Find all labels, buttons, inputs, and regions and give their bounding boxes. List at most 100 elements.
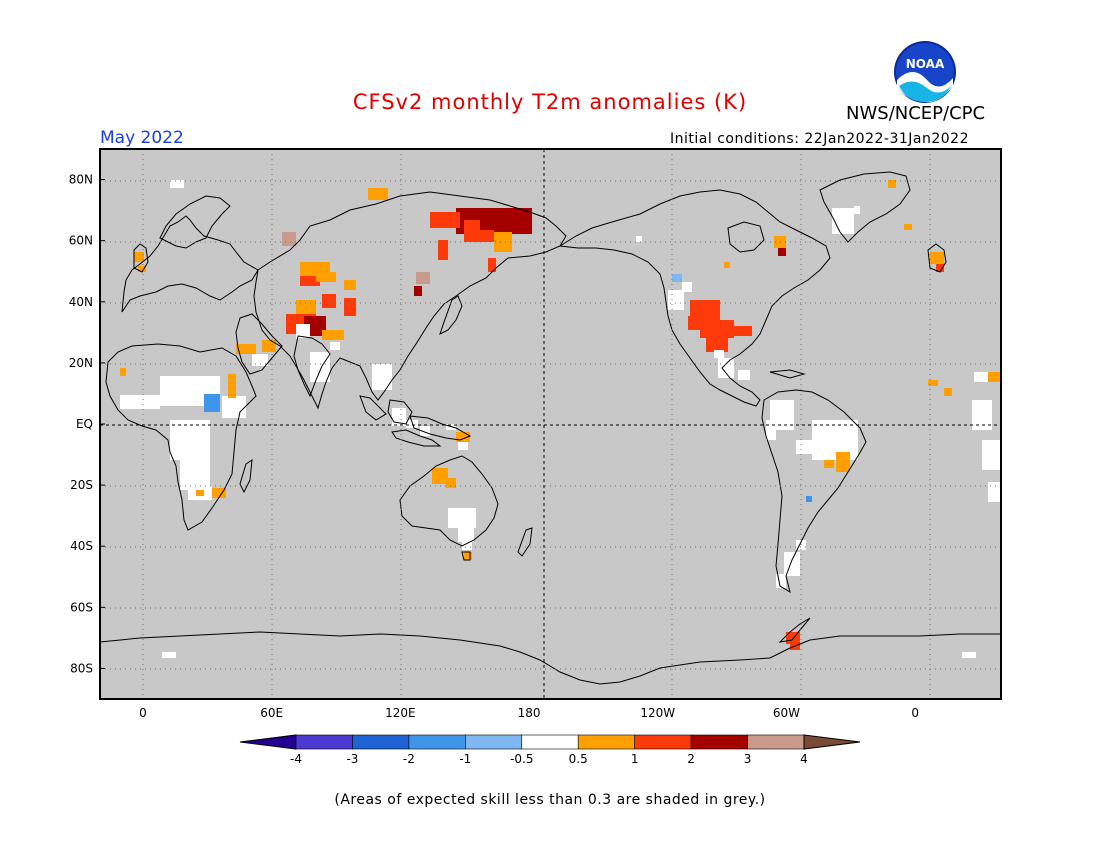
anomaly-patch-48 [458, 442, 468, 450]
anomaly-patch-82 [776, 574, 786, 588]
lat-label-4: EQ [76, 417, 93, 431]
initial-conditions: Initial conditions: 22Jan2022-31Jan2022 [670, 131, 969, 147]
anomaly-patch-32 [414, 286, 422, 296]
anomaly-patch-85 [972, 400, 992, 430]
anomaly-patch-90 [928, 380, 938, 386]
anomaly-patch-20 [316, 272, 336, 282]
colorbar-box-8 [690, 734, 748, 750]
anomaly-patch-15 [138, 266, 146, 272]
anomaly-patch-80 [784, 552, 800, 576]
lat-label-6: 40S [70, 539, 93, 553]
anomaly-patch-45 [420, 426, 430, 436]
anomaly-patch-7 [204, 394, 220, 412]
anomaly-patch-75 [812, 420, 858, 460]
anomaly-patch-76 [796, 440, 812, 454]
lat-label-2: 40N [69, 295, 93, 309]
anomaly-patch-38 [438, 240, 448, 260]
anomaly-patch-91 [162, 652, 176, 658]
anomaly-patch-40 [480, 218, 506, 230]
lon-label-3: 180 [518, 706, 541, 720]
anomaly-patch-12 [252, 354, 268, 366]
anomaly-patch-64 [718, 358, 734, 378]
anomaly-patch-27 [296, 324, 310, 338]
anomaly-patch-5 [222, 396, 246, 418]
anomaly-patch-54 [464, 552, 472, 560]
anomaly-patch-11 [236, 344, 256, 354]
lon-label-0: 0 [139, 706, 147, 720]
lat-label-3: 20N [69, 356, 93, 370]
anomaly-patch-39 [488, 258, 496, 272]
anomaly-patch-19 [300, 276, 320, 286]
anomaly-patch-14 [134, 252, 144, 262]
lon-label-5: 60W [773, 706, 800, 720]
colorbar-label-1: -3 [346, 752, 358, 766]
anomaly-patch-69 [724, 262, 730, 268]
anomaly-patch-51 [448, 508, 476, 528]
colorbar-box-6 [577, 734, 635, 750]
anomaly-patch-88 [988, 372, 1000, 382]
anomaly-patch-57 [682, 282, 692, 292]
anomaly-patch-2 [170, 420, 210, 460]
anomaly-patch-37 [494, 232, 512, 252]
lat-label-8: 80S [70, 661, 93, 675]
anomaly-patch-17 [936, 264, 944, 272]
grid-lines [100, 149, 1001, 699]
anomaly-patch-87 [988, 482, 1000, 502]
anomaly-patch-29 [330, 342, 340, 350]
map-background [100, 149, 1001, 699]
colorbar-high-arrow [803, 734, 861, 750]
anomaly-patch-55 [672, 274, 682, 282]
footnote: (Areas of expected skill less than 0.3 a… [334, 792, 766, 808]
anomaly-patch-61 [706, 336, 728, 352]
anomaly-patch-49 [432, 468, 448, 484]
anomaly-patch-25 [344, 298, 356, 316]
lon-label-1: 60E [260, 706, 283, 720]
lat-label-1: 60N [69, 234, 93, 248]
colorbar-box-4 [465, 734, 523, 750]
axis-labels: 80N 60N 40N 20N EQ 20S 40S 60S 80S 0 60E 120E 180 120… [69, 173, 919, 720]
anomaly-patch-53 [462, 540, 472, 550]
anomaly-patch-84 [974, 372, 990, 382]
anomaly-patch-89 [944, 388, 952, 396]
anomaly-patch-8 [228, 374, 236, 398]
anomaly-patch-78 [824, 460, 834, 468]
colorbar-label-3: -1 [459, 752, 471, 766]
anomaly-patch-73 [904, 224, 912, 230]
anomaly-patch-67 [778, 248, 786, 256]
colorbar-label-9: 4 [800, 752, 808, 766]
anomaly-patch-63 [734, 326, 752, 336]
anomaly-patch-86 [982, 440, 1000, 470]
anomaly-patch-30 [282, 232, 296, 246]
colorbar-box-7 [634, 734, 692, 750]
colorbar-label-0: -4 [290, 752, 302, 766]
anomaly-patch-3 [180, 460, 210, 490]
colorbar-box-5 [521, 734, 579, 750]
anomaly-patch-28 [322, 330, 344, 340]
colorbar-label-6: 1 [631, 752, 639, 766]
anomaly-patch-43 [392, 408, 406, 426]
colorbar: -4 -3 -2 -1 -0.5 0.5 1 2 3 4 [239, 734, 861, 766]
anomaly-patch-92 [962, 652, 976, 658]
anomaly-patch-83 [766, 420, 776, 440]
anomaly-patch-71 [854, 206, 860, 214]
anomaly-patch-70 [832, 208, 854, 234]
map-title: CFSv2 monthly T2m anomalies (K) [352, 90, 748, 114]
anomaly-patch-41 [310, 352, 330, 382]
anomaly-patch-26 [344, 280, 356, 290]
anomaly-patch-0 [120, 395, 160, 409]
anomaly-patch-31 [416, 272, 430, 284]
colorbar-label-7: 2 [687, 752, 695, 766]
map-content [100, 171, 1001, 685]
anomaly-patch-44 [406, 420, 418, 428]
lat-label-0: 80N [69, 173, 93, 187]
colorbar-box-1 [295, 734, 353, 750]
coastlines [100, 171, 1000, 685]
anomaly-patch-94 [790, 644, 800, 650]
anomaly-patch-52 [458, 528, 474, 542]
forecast-month: May 2022 [100, 128, 184, 148]
lon-label-4: 120W [640, 706, 675, 720]
anomaly-patch-65 [738, 370, 750, 380]
anomaly-patch-77 [836, 452, 850, 472]
colorbar-label-2: -2 [403, 752, 415, 766]
